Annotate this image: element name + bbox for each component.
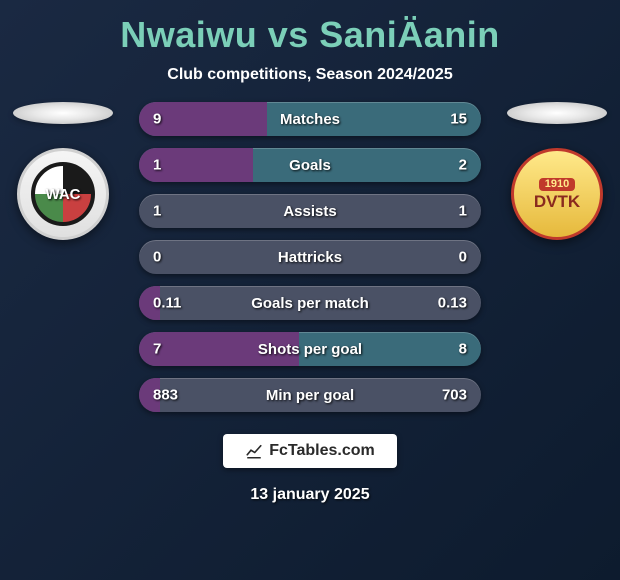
stat-bar: 9Matches15 — [139, 102, 481, 136]
club-badge-left-label: WAC — [31, 162, 95, 226]
stat-label: Assists — [139, 203, 481, 220]
stat-bar: 7Shots per goal8 — [139, 332, 481, 366]
report-date: 13 january 2025 — [250, 486, 369, 504]
source-label: FcTables.com — [269, 442, 375, 460]
club-badge-right-year: 1910 — [539, 178, 575, 191]
stat-label: Matches — [139, 111, 481, 128]
player-photo-placeholder-left — [13, 102, 113, 124]
stat-label: Min per goal — [139, 387, 481, 404]
club-badge-right: 1910 DVTK — [511, 148, 603, 240]
page-subtitle: Club competitions, Season 2024/2025 — [167, 66, 452, 84]
stats-column: 9Matches15 1Goals2 1Assists1 0Hattricks0 0.1… — [135, 102, 485, 412]
right-player-column: 1910 DVTK — [502, 102, 612, 240]
club-badge-right-label: DVTK — [534, 193, 580, 210]
chart-icon — [245, 442, 263, 460]
source-chip[interactable]: FcTables.com — [223, 434, 397, 468]
stat-bar: 1Goals2 — [139, 148, 481, 182]
stat-bar: 1Assists1 — [139, 194, 481, 228]
left-player-column: WAC — [8, 102, 118, 240]
player-photo-placeholder-right — [507, 102, 607, 124]
comparison-row: WAC 9Matches15 1Goals2 1Assists1 0Hattricks… — [0, 102, 620, 412]
stat-bar: 0Hattricks0 — [139, 240, 481, 274]
stat-label: Hattricks — [139, 249, 481, 266]
page-title: Nwaiwu vs SaniÄanin — [120, 14, 500, 56]
stat-label: Goals — [139, 157, 481, 174]
stat-label: Shots per goal — [139, 341, 481, 358]
stat-bar: 0.11Goals per match0.13 — [139, 286, 481, 320]
club-badge-left: WAC — [17, 148, 109, 240]
stat-label: Goals per match — [139, 295, 481, 312]
stat-bar: 883Min per goal703 — [139, 378, 481, 412]
